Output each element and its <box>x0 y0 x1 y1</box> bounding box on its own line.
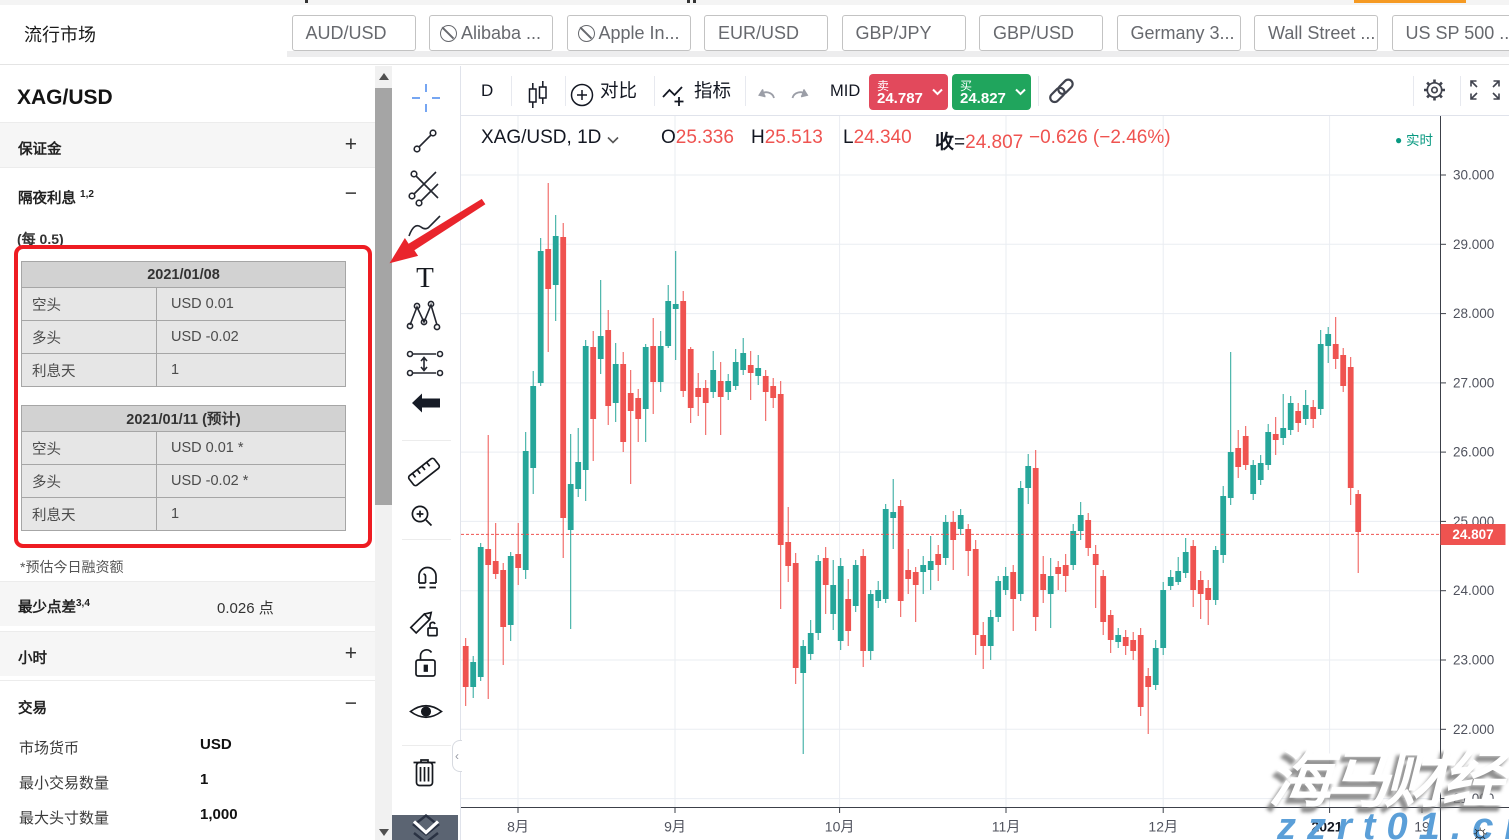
svg-text:26.000: 26.000 <box>1453 445 1494 460</box>
svg-text:T: T <box>416 262 434 294</box>
svg-text:10月: 10月 <box>825 819 855 835</box>
svg-text:11月: 11月 <box>992 819 1021 835</box>
svg-text:21.000: 21.000 <box>1453 791 1494 806</box>
svg-text:24.807: 24.807 <box>1452 527 1493 542</box>
svg-text:30.000: 30.000 <box>1453 168 1494 183</box>
svg-text:24.000: 24.000 <box>1453 583 1494 598</box>
svg-text:29.000: 29.000 <box>1453 237 1494 252</box>
svg-text:28.000: 28.000 <box>1453 306 1494 321</box>
svg-text:27.000: 27.000 <box>1453 375 1494 390</box>
svg-text:9月: 9月 <box>664 819 686 835</box>
svg-text:2021: 2021 <box>1311 819 1342 835</box>
svg-text:19: 19 <box>1414 819 1430 835</box>
svg-text:23.000: 23.000 <box>1453 653 1494 668</box>
svg-text:8月: 8月 <box>507 819 529 835</box>
svg-text:22.000: 22.000 <box>1453 722 1494 737</box>
svg-text:12月: 12月 <box>1148 819 1178 835</box>
